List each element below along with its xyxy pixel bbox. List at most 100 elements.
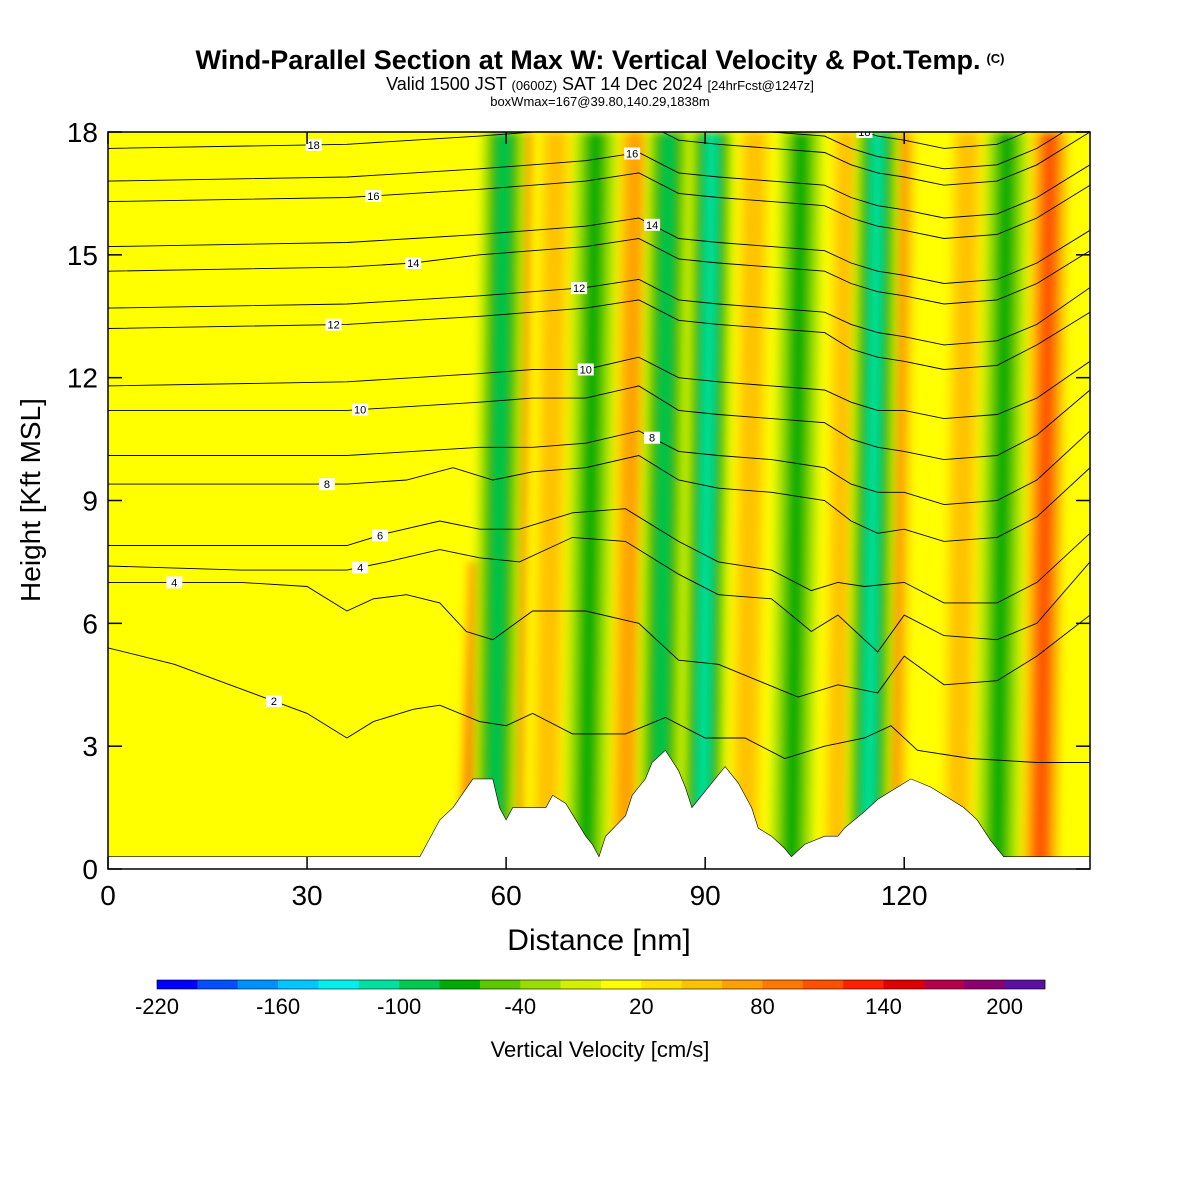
title-mark: (C) xyxy=(986,51,1005,66)
y-tick-label-2: 6 xyxy=(82,608,98,639)
colorbar-swatch-21 xyxy=(1004,980,1046,989)
y-tick-label-4: 12 xyxy=(67,363,98,394)
isentrope-8 xyxy=(108,299,1090,370)
downdraft-band-2-level-5 xyxy=(652,132,675,869)
isentrope-label-text-15: 18 xyxy=(639,109,651,121)
colorbar-swatch-13 xyxy=(681,980,723,989)
isentrope-15 xyxy=(765,132,1065,170)
colorbar-swatch-5 xyxy=(358,980,400,989)
y-tick-label-6: 18 xyxy=(67,117,98,148)
colorbar-label: Vertical Velocity [cm/s] xyxy=(491,1037,710,1062)
isentrope-label-text-10: 14 xyxy=(407,258,419,270)
isentrope-10 xyxy=(108,238,1090,305)
downdraft-band-1-level-4 xyxy=(578,132,604,869)
isentrope-label-text-4: 8 xyxy=(324,479,330,491)
isentrope-label-5: 8 xyxy=(644,431,661,445)
isentrope-label-text-11: 14 xyxy=(646,220,658,232)
isentrope-label-text-0: 2 xyxy=(271,696,277,708)
isentrope-11 xyxy=(108,217,1090,284)
isentropes xyxy=(108,132,1090,763)
isentrope-label-text-8: 12 xyxy=(327,320,339,332)
isentrope-3 xyxy=(108,508,1090,604)
isentrope-1 xyxy=(108,581,1090,698)
isentrope-0 xyxy=(108,647,1090,763)
isentrope-label-bg-16 xyxy=(856,132,873,138)
isentrope-label-12: 16 xyxy=(365,189,382,203)
isentrope-label-4: 8 xyxy=(318,478,335,491)
axes: 0 30 60 90 120 0 3 6 9 12 15 18 xyxy=(67,117,1090,911)
velocity-bands xyxy=(452,132,1074,869)
colorbar-tick-6: 140 xyxy=(865,994,902,1019)
isentrope-14 xyxy=(108,132,1090,186)
isentrope-labels: 2 4 4 6 8 8 10 10 12 12 14 14 16 16 18 18 18 xyxy=(166,108,873,708)
isentrope-label-bg-14 xyxy=(305,138,322,151)
isentrope-label-text-16: 18 xyxy=(858,127,870,139)
colorbar-swatch-2 xyxy=(237,980,279,989)
isentrope-label-0: 2 xyxy=(265,695,282,708)
colorbar-swatch-8 xyxy=(479,980,521,989)
colorbar-swatch-4 xyxy=(318,980,360,989)
colorbar-swatch-15 xyxy=(762,980,804,989)
isentrope-label-bg-11 xyxy=(644,218,661,231)
colorbar-swatch-17 xyxy=(843,980,884,989)
isentrope-label-6: 10 xyxy=(352,403,369,417)
x-tick-label-0: 0 xyxy=(100,880,116,911)
colorbar-swatch-10 xyxy=(560,980,602,989)
colorbar-swatch-7 xyxy=(439,980,481,989)
isentrope-label-bg-3 xyxy=(372,529,389,542)
isentrope-label-text-12: 16 xyxy=(367,191,379,203)
isentrope-9 xyxy=(108,278,1090,346)
isentrope-label-text-14: 18 xyxy=(308,140,320,152)
isentrope-4 xyxy=(108,455,1090,542)
isentrope-label-14: 18 xyxy=(305,138,322,152)
isentrope-label-8: 12 xyxy=(325,318,342,332)
isentrope-label-text-1: 4 xyxy=(171,577,177,589)
isentrope-label-bg-8 xyxy=(325,318,342,331)
x-tick-label-3: 90 xyxy=(690,880,721,911)
colorbar: -220 -160 -100 -40 20 80 140 200 xyxy=(135,979,1046,1019)
y-axis-label: Height [Kft MSL] xyxy=(15,398,46,602)
isentrope-label-text-3: 6 xyxy=(377,530,383,542)
colorbar-swatch-14 xyxy=(722,980,763,989)
updraft-band-5-level-3 xyxy=(735,132,765,869)
isentrope-label-10: 14 xyxy=(405,257,422,270)
updraft-band-8-level-3 xyxy=(948,132,977,869)
x-axis-label: Distance [nm] xyxy=(507,924,690,957)
colorbar-swatch-3 xyxy=(278,980,319,989)
y-tick-label-3: 9 xyxy=(82,486,98,517)
updraft-band-2-level-3 xyxy=(536,132,566,869)
downdraft-band-6-level-4 xyxy=(989,132,1015,869)
isentrope-16 xyxy=(862,132,1029,149)
colorbar-tick-4: 20 xyxy=(629,994,653,1019)
isentrope-12 xyxy=(108,172,1090,239)
isentrope-label-7: 10 xyxy=(577,363,594,376)
isentrope-label-bg-6 xyxy=(352,403,369,416)
colorbar-swatch-0 xyxy=(157,980,198,989)
plot-area xyxy=(108,132,1090,869)
colorbar-tick-5: 80 xyxy=(750,994,774,1019)
terrain xyxy=(108,749,1090,869)
chart-title: Wind-Parallel Section at Max W: Vertical… xyxy=(195,45,1005,75)
colorbar-tick-1: -160 xyxy=(256,994,300,1019)
isentrope-label-bg-0 xyxy=(265,695,282,708)
isentrope-label-bg-5 xyxy=(644,431,661,444)
colorbar-swatch-20 xyxy=(964,980,1005,989)
x-tick-label-2: 60 xyxy=(491,880,522,911)
isentrope-5 xyxy=(108,430,1090,506)
valid-time: Valid 1500 JST (0600Z) SAT 14 Dec 2024 [… xyxy=(386,74,814,94)
y-tick-label-1: 3 xyxy=(82,731,98,762)
title-block: Wind-Parallel Section at Max W: Vertical… xyxy=(0,44,1200,109)
isentrope-label-bg-13 xyxy=(624,147,641,160)
colorbar-swatch-19 xyxy=(923,980,965,989)
isentrope-label-15: 18 xyxy=(637,108,653,121)
updraft-band-9-level-6 xyxy=(1034,132,1056,869)
isentrope-label-text-6: 10 xyxy=(354,405,366,417)
isentrope-label-bg-7 xyxy=(577,363,594,376)
isentrope-label-13: 16 xyxy=(624,147,641,160)
isentrope-label-16: 18 xyxy=(856,127,873,139)
isentrope-2 xyxy=(108,536,1090,653)
isentrope-label-bg-4 xyxy=(318,478,335,491)
colorbar-swatch-9 xyxy=(520,980,561,989)
colorbar-swatch-1 xyxy=(197,980,239,989)
